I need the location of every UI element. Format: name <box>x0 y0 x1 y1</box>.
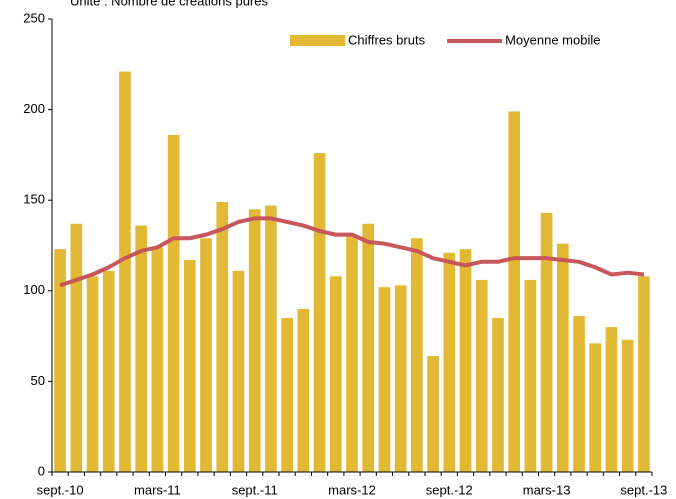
bar <box>151 247 164 472</box>
bar <box>216 202 229 472</box>
bar <box>184 259 196 472</box>
bar <box>135 225 148 472</box>
bar <box>411 238 423 472</box>
x-tick-label: mars-13 <box>523 482 571 497</box>
legend-swatch <box>290 35 345 46</box>
y-tick-label: 0 <box>38 463 45 478</box>
bar <box>54 249 66 472</box>
bar <box>605 327 618 472</box>
bar <box>265 205 277 473</box>
x-tick-label: mars-11 <box>134 482 181 497</box>
bar <box>346 236 358 472</box>
bar <box>508 111 520 473</box>
bar <box>573 316 585 472</box>
chart-subtitle: Unité : Nombre de créations pures <box>70 0 268 8</box>
y-tick-label: 50 <box>31 373 45 388</box>
bar <box>638 276 650 472</box>
bar <box>313 153 326 472</box>
y-tick-label: 150 <box>23 192 45 207</box>
bar <box>86 276 99 472</box>
bar <box>492 317 504 472</box>
bar <box>556 243 569 472</box>
y-tick-label: 100 <box>23 282 45 297</box>
x-tick-label: sept.-12 <box>426 482 473 497</box>
legend-label: Moyenne mobile <box>505 32 600 47</box>
bar <box>119 71 131 472</box>
bar <box>540 212 553 472</box>
x-tick-label: mars-12 <box>328 482 376 497</box>
bar <box>232 270 245 472</box>
bar <box>102 270 115 472</box>
x-tick-label: sept.-11 <box>232 482 278 497</box>
bar <box>621 339 634 472</box>
bar <box>297 308 310 472</box>
moving-average-line <box>59 216 645 288</box>
bar <box>443 252 456 472</box>
bar <box>475 279 488 472</box>
bar <box>200 238 212 472</box>
bar <box>378 287 391 472</box>
bar <box>329 276 342 472</box>
bar <box>248 209 261 472</box>
legend-label: Chiffres bruts <box>348 32 426 47</box>
bar <box>167 134 180 472</box>
bar <box>281 317 293 472</box>
bar <box>394 285 407 472</box>
x-tick-label: sept.-13 <box>620 482 667 497</box>
x-tick-label: sept.-10 <box>37 482 84 497</box>
y-tick-label: 250 <box>23 10 45 25</box>
bar <box>362 223 375 472</box>
bar <box>459 249 472 472</box>
bar <box>524 279 537 472</box>
bar <box>427 356 439 472</box>
y-tick-label: 200 <box>23 101 45 116</box>
bar <box>589 343 602 472</box>
bar <box>70 223 83 472</box>
